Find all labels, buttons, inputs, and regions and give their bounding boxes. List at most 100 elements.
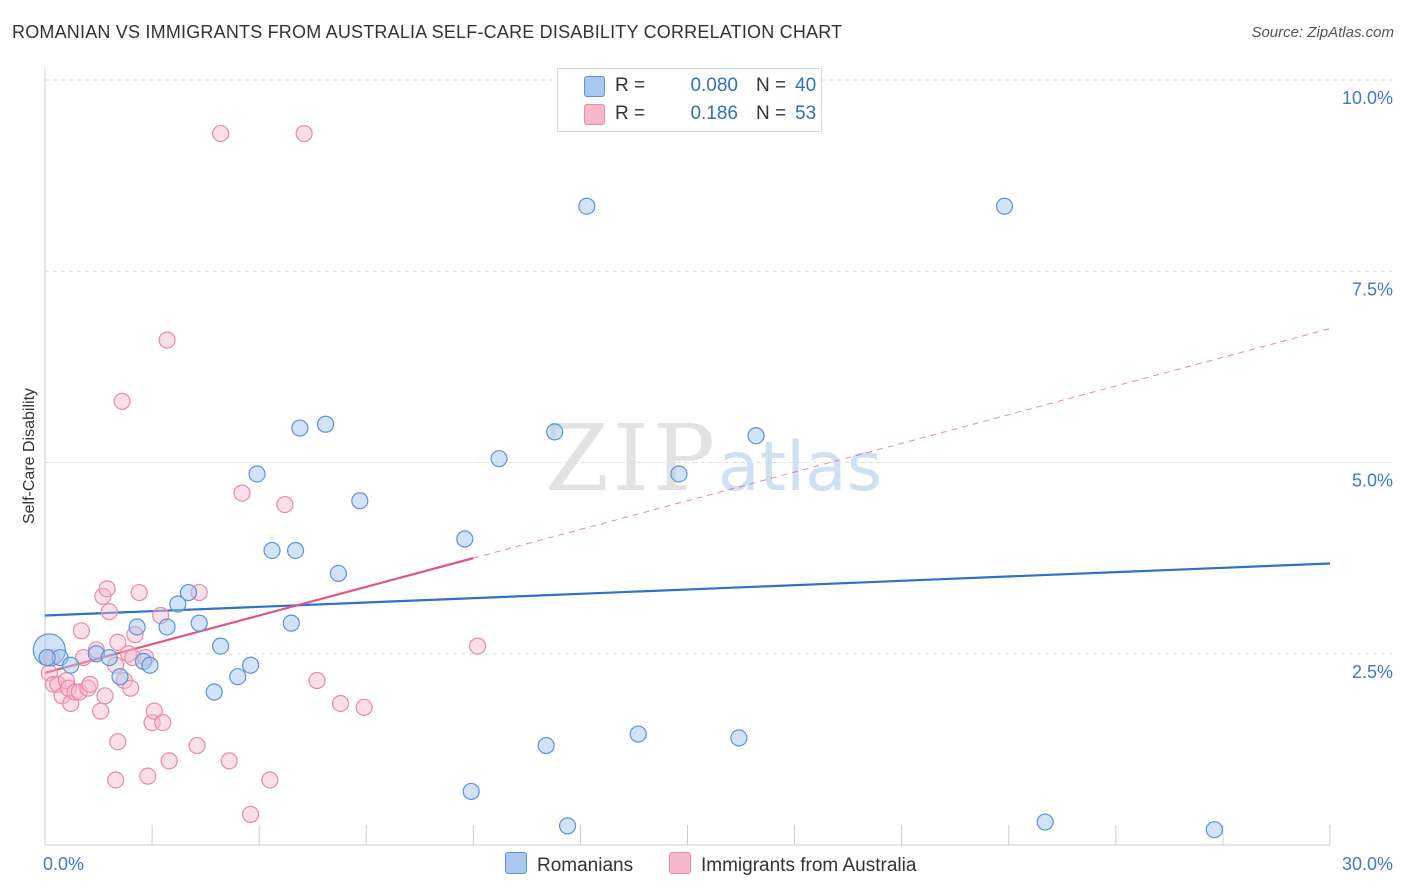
pink-point [100,603,118,621]
pink-point [212,124,230,143]
watermark-zip: ZIP [545,405,719,512]
watermark: ZIP atlas [545,405,882,512]
blue-point [282,614,300,632]
pink-point [469,637,487,655]
blue-point [351,492,369,510]
blue-point [629,725,647,743]
legend-n-label: N = [756,75,787,96]
blue-point [38,648,56,667]
bottom-legend-swatch-blue [505,852,527,874]
pink-point [113,392,131,410]
y-axis-title: Self-Care Disability [21,388,38,524]
australia-trend-extension [473,328,1331,559]
blue-point [537,736,555,755]
pink-point [160,752,178,770]
legend-n-value: 53 [795,103,817,124]
pink-point [130,583,148,602]
legend-r-value: 0.080 [690,75,738,96]
pink-point [220,752,238,770]
blue-point [158,618,176,636]
pink-point [98,580,116,598]
pink-point [107,771,125,789]
pink-point [261,771,279,789]
legend-swatch-pink [584,104,605,125]
x-tick-label: 30.0% [1342,854,1393,874]
legend-r-label: R = [615,75,646,96]
watermark-atlas: atlas [718,428,882,507]
romanians-trend-line [44,562,1331,617]
blue-point [730,729,748,747]
blue-point [462,782,480,801]
y-tick-label: 5.0% [1352,471,1393,491]
blue-point [291,419,309,437]
blue-point [212,637,230,655]
trend-lines [44,328,1331,674]
source-label: Source: ZipAtlas.com [1251,24,1394,41]
pink-point [188,736,206,755]
blue-point [1036,813,1054,831]
blue-point [179,583,198,602]
blue-point [1205,821,1223,839]
bottom-legend-australia: Immigrants from Australia [669,852,916,877]
pink-point [72,622,91,640]
blue-point [558,817,577,835]
pink-point [331,694,350,713]
pink-point [276,495,294,514]
gridlines [45,79,1392,655]
pink-point [154,713,172,732]
blue-point [670,465,688,483]
bottom-legend-label: Immigrants from Australia [701,855,917,876]
blue-point [205,683,223,701]
blue-point [263,541,281,560]
blue-point [578,197,596,215]
blue-point [169,595,187,613]
legend-r-label: R = [615,103,646,124]
y-tick-label: 7.5% [1352,279,1393,299]
pink-point [295,124,313,143]
pink-point [122,679,140,697]
legend-r-value: 0.186 [690,103,738,124]
bottom-legend-label: Romanians [537,855,634,876]
y-tick-label: 10.0% [1342,88,1393,108]
x-tick-label: 0.0% [43,854,84,874]
pink-point [109,733,127,751]
blue-point [62,656,80,674]
pink-point [233,484,251,502]
pink-point [355,698,373,716]
blue-point [128,618,146,636]
blue-point [490,450,508,468]
pink-point [92,702,110,720]
blue-point [242,656,260,674]
pink-point [158,331,176,349]
blue-point [190,614,208,632]
pink-point [242,805,260,824]
y-tick-label: 2.5% [1352,662,1393,682]
legend-n-label: N = [756,103,787,124]
bottom-legend-romanians: Romanians [505,852,633,877]
pink-point [66,683,84,701]
chart-title: ROMANIAN VS IMMIGRANTS FROM AUSTRALIA SE… [12,22,843,42]
blue-point [316,415,335,433]
blue-point [100,648,118,667]
blue-point [747,427,765,445]
axes [44,68,1331,846]
blue-point [111,668,129,686]
pink-point [96,687,114,705]
blue-point [546,423,564,441]
legend-n-value: 40 [795,75,817,96]
pink-point [81,675,99,693]
pink-point [308,671,326,690]
pink-point [145,702,163,720]
axis-labels: 2.5% 5.0% 7.5% 10.0% 0.0% 30.0% Self-Care Disa… [21,88,1393,874]
pink-point [139,767,157,785]
pink-point [109,633,127,651]
legend: R = 0.080 N = 40 R = 0.186 N = 53 [557,68,822,132]
blue-point [141,656,159,674]
blue-point [248,465,266,483]
blue-point [995,197,1014,215]
blue-point [456,530,474,548]
legend-swatch-blue [584,76,605,97]
blue-point [329,564,348,583]
bottom-legend-swatch-pink [669,852,691,874]
